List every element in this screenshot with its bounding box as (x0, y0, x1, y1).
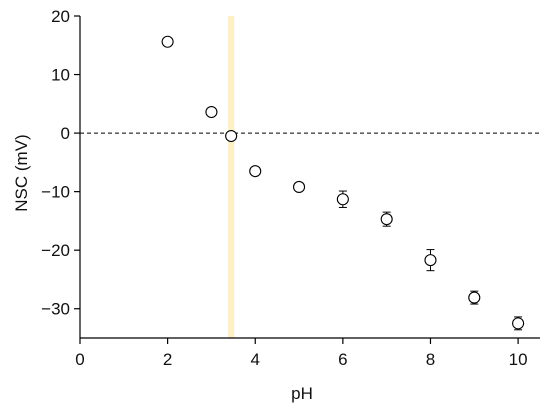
point-marker (205, 105, 218, 119)
data-point (161, 35, 174, 48)
point-marker (468, 291, 481, 304)
tick-layer: 0 2 4 6 8 10 20 10 0 −10 −20 −30 (41, 7, 527, 369)
data-point (468, 290, 481, 305)
highlight-band (228, 16, 235, 338)
y-tick-label: −10 (41, 183, 70, 202)
plot-axes (79, 16, 540, 339)
point-marker (161, 35, 174, 48)
y-tick-label: 0 (61, 124, 70, 143)
data-points-layer (161, 35, 525, 331)
x-axis-label: pH (291, 384, 313, 403)
point-marker (249, 165, 262, 178)
x-tick-label: 0 (75, 350, 84, 369)
point-marker (424, 254, 437, 267)
data-point (205, 105, 218, 119)
x-tick-label: 8 (426, 350, 435, 369)
point-marker (380, 213, 393, 226)
y-tick-label: 20 (51, 7, 70, 26)
x-tick-label: 4 (251, 350, 260, 369)
data-point (380, 211, 393, 227)
x-tick-label: 2 (163, 350, 172, 369)
y-axis-label: NSC (mV) (12, 134, 31, 211)
data-point (292, 180, 306, 194)
point-marker (512, 317, 525, 330)
data-point (249, 165, 262, 178)
y-tick-label: −20 (41, 241, 70, 260)
y-tick-label: −30 (41, 300, 70, 319)
highlight-band-layer (228, 16, 235, 338)
y-tick-label: 10 (51, 66, 70, 85)
data-point (336, 190, 349, 208)
x-tick-label: 10 (509, 350, 528, 369)
data-point (424, 249, 437, 272)
point-marker (292, 180, 306, 194)
x-tick-label: 6 (338, 350, 347, 369)
point-marker (336, 193, 349, 206)
point-marker (225, 129, 238, 143)
data-point (512, 316, 525, 331)
data-point (225, 129, 238, 143)
